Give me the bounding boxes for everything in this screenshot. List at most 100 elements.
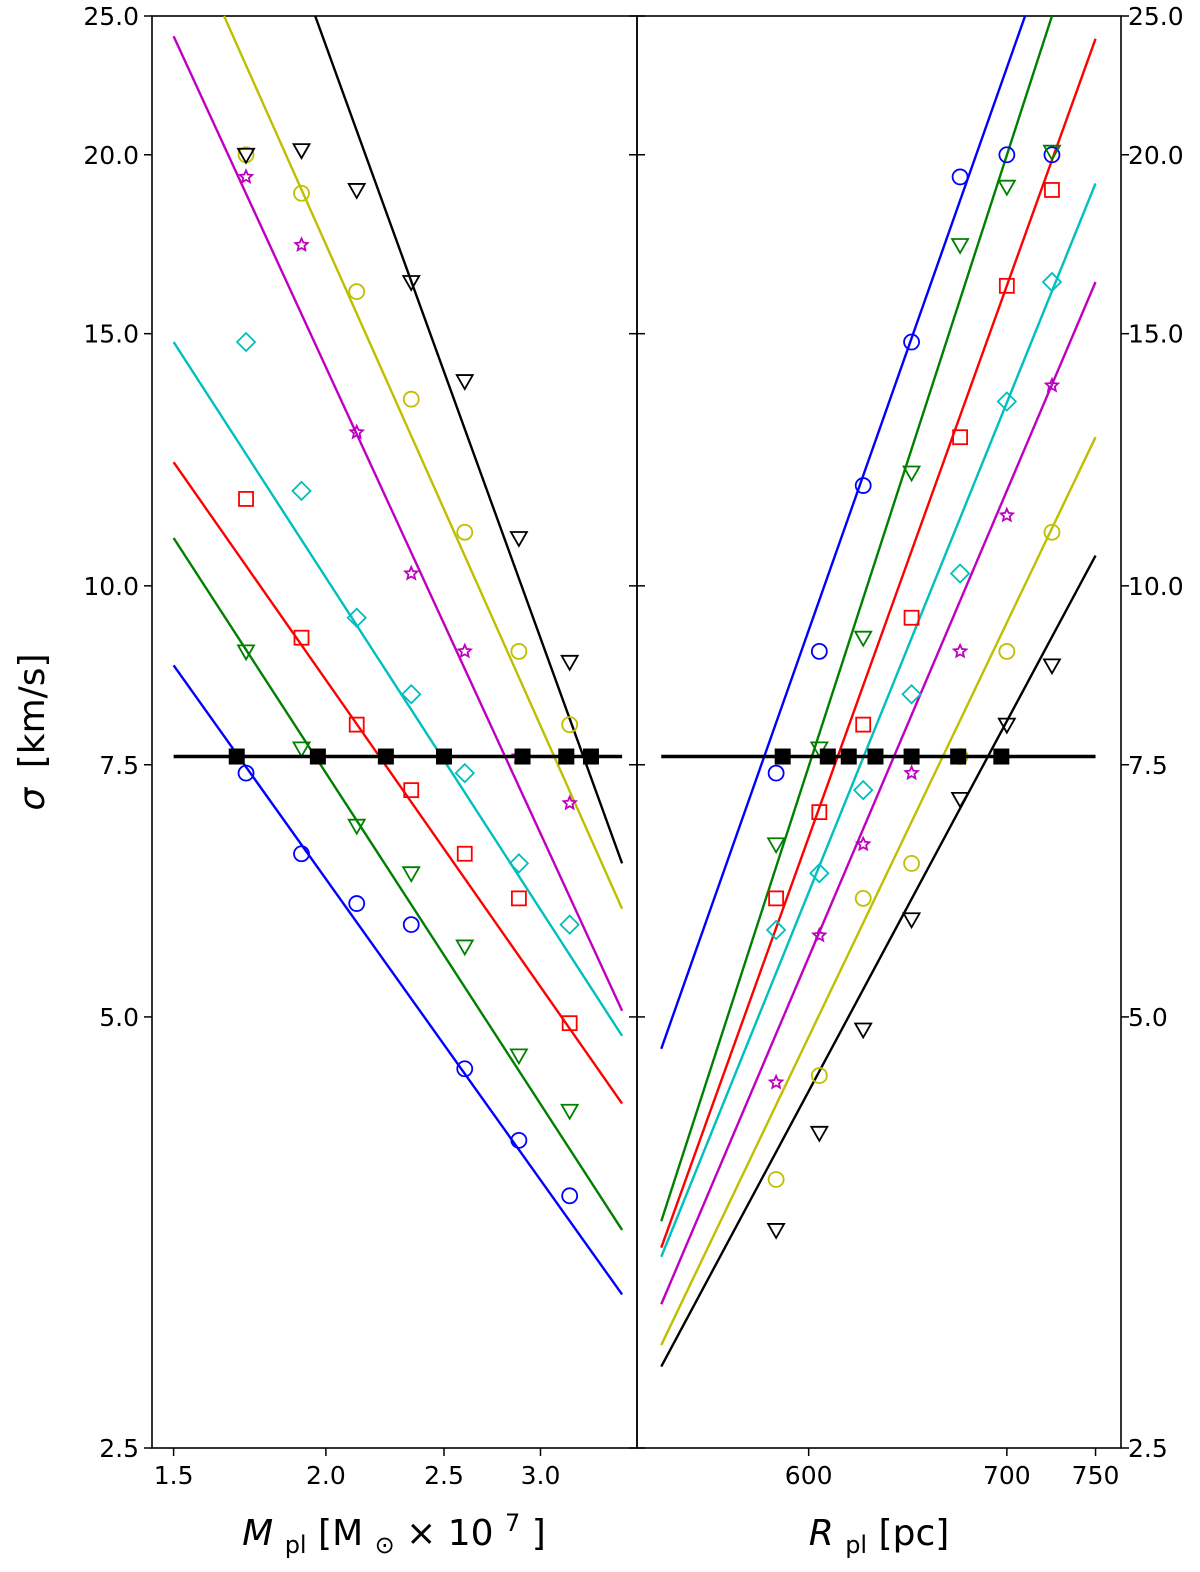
y-tick-label-right: 7.5 (1128, 751, 1168, 780)
x-axis-left-unit-sub: ⊙ (375, 1531, 395, 1559)
left-data-point-5-1 (293, 184, 310, 202)
left-data-point-3-3 (400, 684, 422, 705)
right-data-point-6-4 (950, 791, 970, 809)
left-fit-line-1 (172, 537, 624, 1231)
x-tick-label-right: 600 (785, 1461, 833, 1490)
right-data-point-5-5 (998, 642, 1016, 660)
y-axis-label-symbol: σ (12, 787, 53, 811)
left-data-point-4-1 (293, 236, 310, 253)
y-tick-label-left: 10.0 (83, 572, 139, 601)
left-data-point-2-5 (510, 890, 527, 907)
left-data-point-1-0 (236, 644, 256, 662)
right-crossing-marker-2 (840, 748, 857, 765)
left-fit-line-6 (314, 15, 624, 864)
right-fit-line-3 (660, 182, 1097, 1258)
left-crossing-marker-0 (228, 748, 245, 765)
left-data-point-3-2 (346, 607, 367, 629)
left-data-point-5-2 (348, 283, 366, 301)
right-data-point-5-1 (810, 1067, 828, 1084)
left-data-point-4-3 (402, 564, 420, 581)
right-data-point-4-6 (1043, 376, 1061, 393)
left-data-point-0-4 (456, 1060, 474, 1078)
left-fit-line-4 (172, 35, 624, 1012)
left-data-point-1-5 (509, 1048, 529, 1066)
x-axis-left-unit-post: × 10 (406, 1513, 493, 1554)
right-data-point-1-4 (950, 238, 970, 255)
right-crossing-marker-6 (993, 748, 1010, 765)
left-crossing-marker-4 (514, 748, 531, 765)
x-axis-right-sub: pl (845, 1531, 867, 1559)
left-data-point-0-2 (348, 895, 366, 912)
right-data-point-2-3 (903, 609, 920, 626)
right-data-point-5-0 (767, 1171, 785, 1188)
y-tick-label-left: 20.0 (83, 141, 139, 170)
right-data-point-1-6 (1042, 144, 1062, 162)
right-panel-frame (636, 15, 1122, 1449)
right-data-point-0-0 (767, 764, 785, 782)
x-axis-left-unit-pre: [M (318, 1513, 363, 1554)
left-data-point-2-6 (561, 1015, 578, 1032)
x-tick-label-left: 1.5 (154, 1461, 194, 1490)
right-data-point-5-2 (854, 889, 872, 907)
left-fit-line-2 (172, 461, 624, 1105)
right-data-point-3-5 (996, 391, 1018, 412)
left-crossing-marker-1 (309, 748, 326, 765)
left-data-point-5-3 (402, 390, 420, 408)
right-data-point-0-3 (903, 333, 920, 351)
left-data-point-4-6 (561, 794, 579, 811)
left-data-point-4-0 (237, 168, 255, 185)
right-data-point-5-3 (903, 855, 920, 872)
left-data-point-6-2 (347, 183, 367, 200)
right-data-point-4-4 (951, 642, 969, 659)
x-tick-label-right: 700 (983, 1461, 1031, 1490)
x-axis-left-unit-end: ] (532, 1513, 546, 1554)
left-data-point-1-6 (560, 1103, 580, 1121)
y-axis-label: σ [km/s] (12, 653, 53, 810)
left-crossing-marker-2 (377, 748, 394, 765)
right-data-point-6-2 (853, 1022, 873, 1040)
right-crossing-marker-5 (950, 748, 967, 765)
left-data-point-3-5 (508, 853, 530, 874)
left-data-point-2-1 (293, 629, 310, 646)
left-fit-line-3 (172, 341, 624, 1037)
left-crossing-marker-3 (435, 748, 452, 765)
right-fit-line-0 (660, 15, 1027, 1050)
x-axis-left-unit-sup: 7 (505, 1509, 520, 1537)
left-data-point-3-4 (454, 762, 476, 784)
right-data-point-1-0 (766, 837, 786, 855)
left-fit-line-5 (222, 15, 624, 910)
right-fit-line-1 (660, 15, 1054, 1222)
y-tick-label-left: 15.0 (83, 320, 139, 349)
right-data-point-6-0 (766, 1223, 786, 1240)
left-data-point-0-6 (561, 1187, 579, 1205)
right-data-point-3-3 (901, 684, 922, 705)
right-data-point-2-2 (855, 716, 872, 733)
right-fit-line-5 (660, 436, 1097, 1346)
tick-layer: 2.5 2.5 5.0 5.0 7.5 7.5 10.0 10.0 15.0 15.0 20.0 20… (83, 2, 1183, 1490)
right-data-point-6-3 (902, 912, 922, 930)
left-data-point-2-4 (456, 845, 473, 862)
x-axis-label-left: M pl [M ⊙ × 10 7 ] (242, 1499, 546, 1562)
reference-line-layer (173, 748, 1096, 765)
right-data-point-4-0 (767, 1073, 785, 1090)
right-fit-line-6 (660, 554, 1097, 1368)
right-data-point-2-5 (998, 277, 1015, 294)
left-fit-line-0 (172, 664, 624, 1296)
right-data-point-3-4 (949, 563, 971, 584)
left-data-point-6-6 (560, 654, 580, 672)
y-tick-label-right: 5.0 (1128, 1003, 1168, 1032)
y-tick-label-left: 5.0 (99, 1003, 139, 1032)
left-crossing-marker-6 (582, 748, 599, 765)
y-tick-label-left: 2.5 (99, 1434, 139, 1463)
y-tick-label-right: 15.0 (1128, 320, 1184, 349)
left-data-point-0-5 (510, 1131, 528, 1149)
x-axis-right-unit: [pc] (879, 1513, 950, 1554)
left-data-point-2-0 (238, 491, 254, 507)
right-data-point-3-0 (765, 919, 787, 941)
y-tick-label-left: 7.5 (99, 751, 139, 780)
left-data-point-4-4 (456, 642, 474, 659)
left-data-point-5-5 (510, 642, 528, 660)
left-data-point-3-0 (235, 331, 257, 353)
